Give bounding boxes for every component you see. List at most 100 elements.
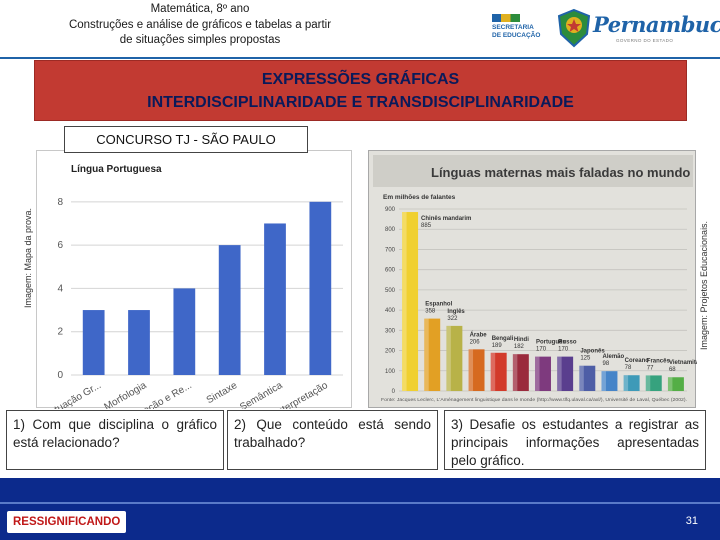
chart2-title: Línguas maternas mais faladas no mundo	[431, 165, 690, 180]
banner-subtitle: INTERDISCIPLINARIDADE E TRANSDISCIPLINAR…	[147, 94, 574, 111]
chart2-bar-highlight-8	[579, 365, 584, 391]
banner-title: EXPRESSÕES GRÁFICAS	[261, 71, 460, 88]
chart2-bar-name-9: Alemão	[602, 354, 624, 360]
header-line-subject: Matemática, 8º ano	[150, 3, 250, 15]
chart1-xlabel-4: Semântica	[238, 380, 285, 409]
chart1-bar-3	[218, 245, 241, 375]
chart2-ytick-2: 200	[385, 349, 396, 355]
chart2-bar-12	[667, 377, 684, 391]
chart2-bar-highlight-6	[535, 356, 540, 391]
chart1-bar-0	[82, 310, 105, 375]
chart2-ytick-8: 800	[385, 227, 396, 233]
chart1-ytick-3: 6	[57, 240, 63, 251]
chart2-bar-highlight-1	[424, 318, 429, 391]
chart2-ytick-9: 900	[385, 207, 396, 213]
header-line-topic: Construções e análise de gráficos e tabe…	[68, 18, 332, 31]
chart2-bar-highlight-4	[490, 352, 496, 391]
title-banner: EXPRESSÕES GRÁFICAS INTERDISCIPLINARIDAD…	[34, 60, 687, 121]
chart1-xlabel-0: Acentuação Gr...	[37, 380, 103, 409]
chart2-bar-name-0: Chinês mandarim	[421, 216, 471, 222]
chart1-bar-2	[173, 288, 196, 375]
chart2-bar-value-1: 358	[425, 309, 436, 315]
chart2-bar-name-11: Francês	[647, 358, 671, 364]
chart2-bar-name-12: Vietnamita	[669, 360, 697, 366]
chart2-bar-name-2: Inglês	[447, 309, 465, 315]
chart2-bar-0	[402, 212, 419, 391]
chart2-title-bg	[373, 155, 693, 187]
chart2-bar-value-0: 885	[421, 223, 432, 229]
chart2-bar-value-7: 170	[558, 347, 569, 353]
seduc-logo: SECRETARIA DE EDUCAÇÃO	[492, 14, 550, 44]
chart2-bar-highlight-10	[623, 375, 629, 391]
chart1-xlabel-3: Sintaxe	[205, 380, 240, 406]
chart2-bar-highlight-7	[557, 356, 562, 391]
chart1-ytick-0: 0	[57, 370, 63, 381]
footer-divider	[0, 502, 720, 504]
chart2-bar-highlight-5	[512, 354, 518, 391]
chart2-bar-value-6: 170	[536, 347, 547, 353]
chart1-ytick-1: 2	[57, 327, 63, 338]
chart2-bar-name-6: Português	[536, 340, 566, 346]
chart2-bar-name-7: Russo	[558, 340, 577, 346]
chart2-bar-highlight-9	[601, 371, 606, 391]
chart2-bar-value-4: 189	[492, 343, 503, 349]
chart1-bar-5	[309, 201, 332, 375]
footer-label: RESSIGNIFICANDO	[7, 511, 127, 533]
chart2-bar-name-5: Hindi	[514, 337, 529, 343]
chart2-bar-highlight-11	[645, 375, 651, 391]
slide-footer: RESSIGNIFICANDO 31	[0, 478, 720, 540]
chart2-ytick-3: 300	[385, 328, 396, 334]
chart1-ytick-2: 4	[57, 283, 63, 294]
page-number: 31	[685, 515, 698, 527]
chart2-ylabel: Em milhões de falantes	[383, 194, 456, 201]
slide-header: Matemática, 8º ano Construções e análise…	[0, 0, 720, 59]
chart1-title: Língua Portuguesa	[71, 164, 162, 175]
chart2-bar-name-3: Árabe	[470, 331, 488, 338]
chart2-bar-8	[579, 365, 596, 391]
image-credit-left: Imagem: Mapa da prova.	[23, 207, 33, 308]
chart2-bar-value-10: 78	[625, 365, 632, 371]
chart2-bar-5	[512, 354, 529, 391]
seduc-line-2: DE EDUCAÇÃO	[492, 31, 541, 39]
chart2-bar-highlight-2	[446, 325, 451, 391]
chart2-bar-9	[601, 371, 618, 391]
chart2-bar-value-9: 98	[602, 361, 609, 367]
chart2-ytick-1: 100	[385, 369, 396, 375]
chart2-bar-name-8: Japonês	[580, 349, 605, 355]
chart1-xlabel-1: Morfologia	[103, 380, 149, 409]
image-credit-right: Imagem: Projetos Educacionais.	[699, 220, 709, 350]
chart1-bar-1	[128, 310, 150, 375]
question-3: 3) Desafie os estudantes a registrar as …	[444, 410, 706, 470]
chart2-bar-highlight-0	[402, 212, 407, 391]
chart-linguas-maternas: Línguas maternas mais faladas no mundo Em…	[368, 150, 700, 408]
chart2-source: Fonte: Jacques Leclerc, L'Aménagement li…	[381, 397, 687, 402]
chart-lingua-portuguesa-svg: Língua Portuguesa 0 2 4 6 8 Acentuação Gr... Mo…	[33, 164, 343, 427]
chart2-bar-name-1: Espanhol	[425, 302, 452, 308]
chart2-ytick-6: 600	[385, 268, 396, 274]
chart2-bar-value-11: 77	[647, 365, 654, 371]
chart2-bar-name-4: Bengali	[492, 336, 514, 342]
chart2-ytick-5: 500	[385, 288, 396, 294]
chart2-bar-1	[424, 318, 441, 391]
chart2-ytick-0: 0	[392, 389, 396, 395]
header-divider	[0, 57, 720, 59]
section-label: CONCURSO TJ - SÃO PAULO	[64, 126, 308, 153]
chart1-bar-4	[264, 223, 286, 375]
header-title: Matemática, 8º ano Construções e análise…	[40, 2, 360, 49]
seduc-color-bars	[492, 14, 520, 22]
chart2-bar-name-10: Coreano	[625, 358, 650, 364]
chart2-bar-7	[557, 356, 574, 391]
question-2: 2) Que conteúdo está sendo trabalhado?	[227, 410, 438, 470]
chart2-bar-value-3: 206	[470, 339, 481, 345]
state-crest-icon	[557, 8, 591, 48]
chart1-xlabel-5: Interpretação	[273, 380, 330, 409]
chart2-bar-value-12: 68	[669, 367, 676, 373]
header-line-topic-cont: de situações simples propostas	[119, 34, 281, 46]
question-1: 1) Com que disciplina o gráfico está rel…	[6, 410, 224, 470]
seduc-line-1: SECRETARIA	[492, 24, 534, 31]
brand-logo-text: Pernambuco	[593, 12, 720, 37]
chart2-bar-11	[645, 375, 662, 391]
chart2-bar-3	[468, 349, 485, 391]
chart-lingua-portuguesa: Língua Portuguesa 0 2 4 6 8 Acentuação Gr... Mo…	[33, 150, 352, 427]
brand-subtitle: GOVERNO DO ESTADO	[616, 38, 674, 43]
